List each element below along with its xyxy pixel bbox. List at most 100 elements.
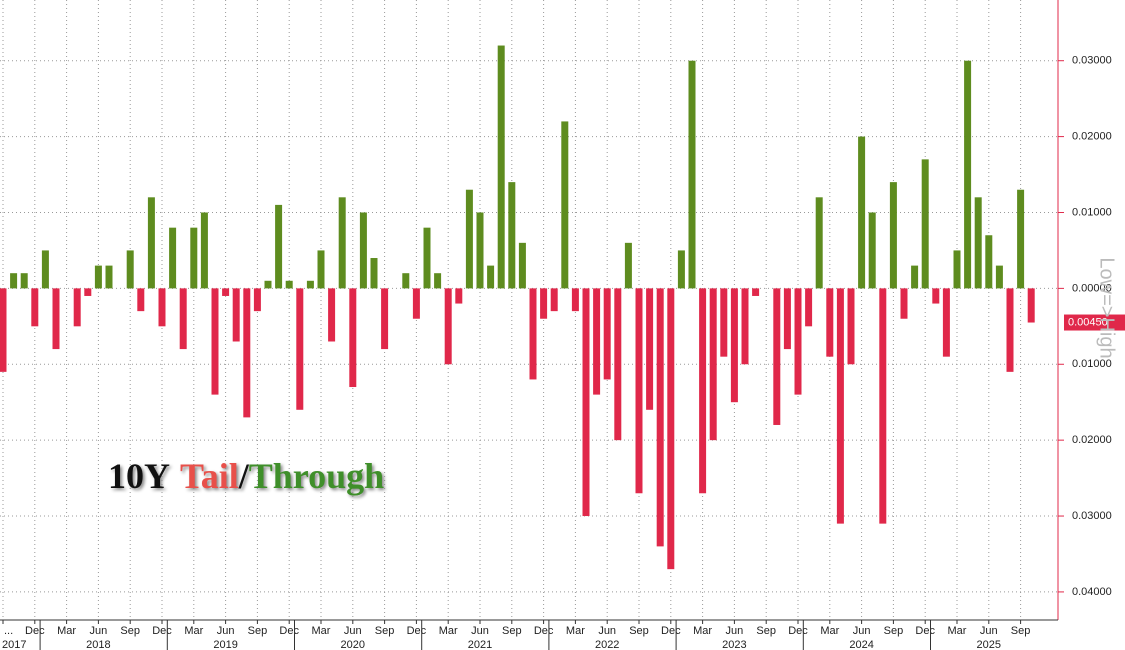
bar	[953, 250, 961, 289]
bar	[444, 288, 452, 365]
x-tick-label: Sep	[120, 625, 140, 637]
year-label: 2022	[595, 639, 619, 650]
x-tick-label: Dec	[152, 625, 172, 637]
bar	[402, 273, 410, 289]
bar	[41, 250, 49, 289]
x-tick-label: Dec	[534, 625, 554, 637]
x-tick-label: Jun	[726, 625, 744, 637]
bar	[518, 242, 526, 289]
bar	[699, 288, 707, 494]
year-label: 2019	[213, 639, 237, 650]
x-tick-label: Sep	[884, 625, 904, 637]
bar	[688, 60, 696, 289]
bar	[900, 288, 908, 319]
bar	[381, 288, 389, 350]
bar	[465, 189, 473, 289]
bar	[10, 273, 18, 289]
bar	[147, 197, 155, 289]
bar	[656, 288, 664, 547]
y-tick-label: 0.03000	[1072, 55, 1112, 67]
bar	[285, 280, 293, 289]
bar	[974, 197, 982, 289]
bar	[1006, 288, 1014, 372]
bar	[455, 288, 463, 304]
bar	[412, 288, 420, 319]
bar	[879, 288, 887, 524]
bar	[94, 265, 102, 289]
x-tick-label: Jun	[980, 625, 998, 637]
bar	[179, 288, 187, 350]
bar	[126, 250, 134, 289]
x-tick-label: Sep	[502, 625, 522, 637]
x-tick-label: Dec	[279, 625, 299, 637]
bar	[1027, 288, 1035, 323]
x-tick-label: Jun	[90, 625, 108, 637]
bar	[169, 227, 177, 289]
x-tick-label: Jun	[344, 625, 362, 637]
bar	[222, 288, 230, 296]
x-tick-label: Sep	[756, 625, 776, 637]
bar	[349, 288, 357, 388]
bar	[582, 288, 590, 517]
bar	[253, 288, 261, 312]
y-tick-label: 0.04000	[1072, 586, 1112, 598]
bar	[497, 45, 505, 289]
bar	[20, 273, 28, 289]
bar	[264, 280, 272, 289]
bar	[52, 288, 60, 350]
x-tick-label: Dec	[661, 625, 681, 637]
bar	[985, 235, 993, 289]
x-tick-label: Sep	[375, 625, 395, 637]
bar	[296, 288, 304, 410]
y-tick-label: 0.02000	[1072, 434, 1112, 446]
x-tick-label: Mar	[57, 625, 76, 637]
bar	[84, 288, 92, 296]
bar	[667, 288, 675, 570]
title-part: /	[238, 456, 250, 496]
bar	[328, 288, 336, 342]
x-tick-label: Mar	[948, 625, 967, 637]
bar	[232, 288, 240, 342]
bar	[646, 288, 654, 410]
bar	[190, 227, 198, 289]
bar	[826, 288, 834, 357]
bar	[550, 288, 558, 312]
bar	[158, 288, 166, 327]
x-tick-label: Sep	[629, 625, 649, 637]
x-tick-label: Dec	[915, 625, 935, 637]
bar	[741, 288, 749, 365]
bar	[836, 288, 844, 524]
bar	[624, 242, 632, 289]
bar	[709, 288, 717, 441]
bar	[868, 212, 876, 289]
x-tick-label: Dec	[788, 625, 808, 637]
bar	[677, 250, 685, 289]
x-tick-label: Jun	[598, 625, 616, 637]
bar	[752, 288, 760, 296]
bar	[805, 288, 813, 327]
bar	[614, 288, 622, 441]
year-label: 2020	[341, 639, 365, 650]
bar	[31, 288, 39, 327]
x-tick-label: Dec	[407, 625, 427, 637]
bar	[200, 212, 208, 289]
title-part: Tail	[180, 456, 239, 496]
bar	[370, 258, 378, 289]
x-tick-label: Mar	[184, 625, 203, 637]
bar	[423, 227, 431, 289]
x-tick-label: Sep	[248, 625, 268, 637]
x-tick-label: Mar	[566, 625, 585, 637]
x-tick-label: Mar	[693, 625, 712, 637]
bar	[275, 204, 283, 289]
year-label: 2024	[849, 639, 873, 650]
title-part: Through	[249, 456, 384, 496]
bar	[359, 212, 367, 289]
x-tick-label: Mar	[820, 625, 839, 637]
year-label: 2025	[977, 639, 1001, 650]
x-tick-label: Jun	[853, 625, 871, 637]
bar	[964, 60, 972, 289]
title-part: 10Y	[108, 456, 170, 496]
bar	[730, 288, 738, 403]
bar	[794, 288, 802, 395]
